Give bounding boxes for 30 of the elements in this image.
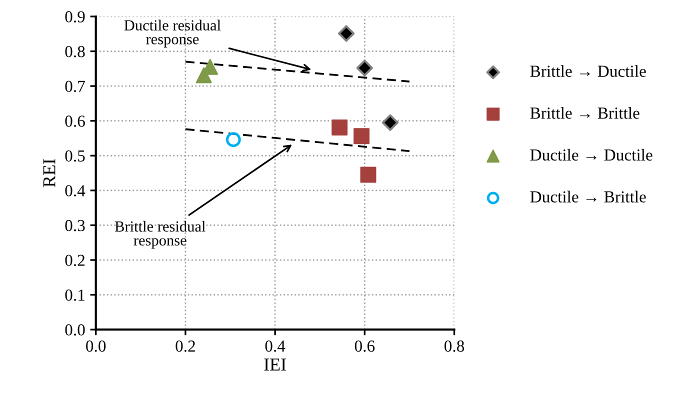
point — [382, 114, 399, 131]
point — [356, 60, 373, 76]
y-tick-label: 0.4 — [65, 185, 86, 196]
y-tick-label: 0.1 — [65, 290, 84, 301]
x-tick-label: 0.2 — [176, 340, 195, 352]
legend-label: Brittle → Ductile — [530, 65, 646, 77]
y-tick-label: 0.7 — [65, 80, 85, 92]
y-tick-label: 0.5 — [65, 150, 85, 162]
point — [360, 166, 376, 183]
point — [354, 128, 370, 144]
x-axis-title: IEI — [264, 358, 286, 370]
y-axis-title: REI — [43, 159, 56, 188]
y-tick-label: 0.9 — [65, 11, 85, 22]
y-tick-label: 0.2 — [65, 254, 85, 266]
x-tick-label: 0.8 — [444, 340, 464, 352]
y-tick-label: 0.0 — [65, 324, 85, 336]
point — [332, 119, 348, 136]
point — [226, 132, 241, 148]
legend-label: Ductile → Ductile — [530, 148, 652, 161]
x-tick-label: 0.4 — [265, 340, 286, 352]
annotation: Brittle residual response — [114, 220, 206, 249]
legend-label: Brittle → Brittle — [530, 107, 640, 119]
point — [338, 25, 355, 42]
y-tick-label: 0.6 — [65, 116, 85, 127]
legend-label: Ductile → Brittle — [530, 190, 646, 203]
x-tick-label: 0.0 — [86, 340, 106, 352]
y-tick-label: 0.8 — [65, 46, 85, 58]
annotation: Ductile residual response — [124, 20, 221, 48]
x-tick-label: 0.6 — [354, 340, 375, 352]
y-tick-label: 0.3 — [65, 220, 85, 232]
